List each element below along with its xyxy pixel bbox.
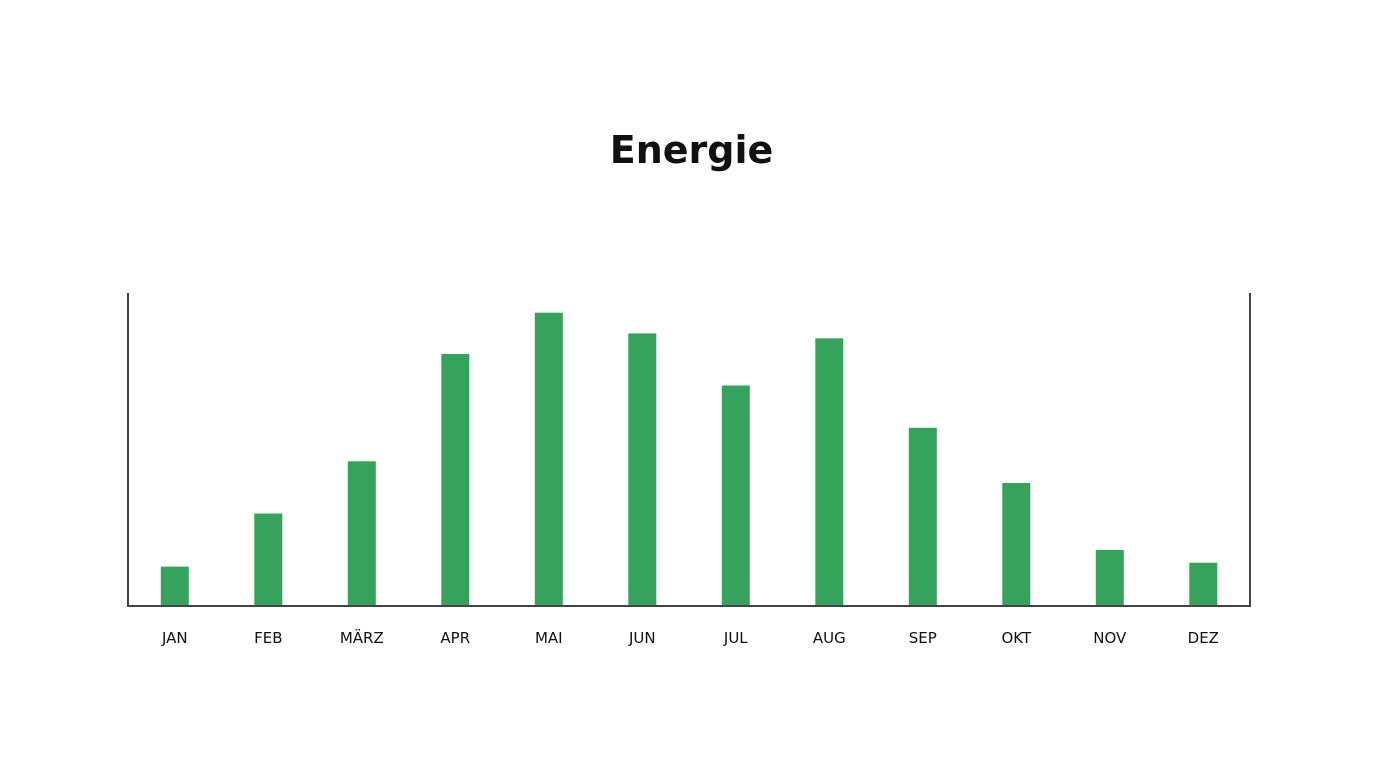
x-tick-label: JAN (161, 629, 188, 647)
x-tick-label: JUN (628, 629, 656, 647)
x-tick-label: APR (440, 629, 470, 647)
x-tick-label: NOV (1093, 629, 1127, 647)
bar-märz (347, 461, 376, 606)
bar-okt (1002, 483, 1031, 606)
bar-jun (628, 333, 657, 606)
bar-feb (254, 513, 283, 606)
x-tick-label: JUL (723, 629, 748, 647)
bar-mai (534, 312, 563, 606)
x-tick-label: DEZ (1188, 629, 1219, 647)
x-tick-label: OKT (1001, 629, 1031, 647)
axes-group (127, 293, 1251, 607)
bar-sep (908, 427, 937, 606)
chart-title: Energie (609, 128, 774, 172)
x-tick-label: AUG (813, 629, 846, 647)
bar-nov (1095, 549, 1124, 606)
bar-apr (441, 354, 470, 606)
x-tick-label: MAI (535, 629, 563, 647)
bars-group (160, 312, 1218, 606)
bar-dez (1189, 562, 1218, 606)
x-tick-label: MÄRZ (340, 628, 384, 647)
x-tick-label: SEP (909, 629, 937, 647)
x-tick-label: FEB (254, 629, 282, 647)
bar-aug (815, 338, 844, 606)
bar-jan (160, 566, 189, 606)
tick-labels-group: JAN FEB MÄRZ APR MAI JUN JUL AUG SEP OKT NOV DEZ (161, 628, 1219, 647)
bar-jul (721, 385, 750, 606)
